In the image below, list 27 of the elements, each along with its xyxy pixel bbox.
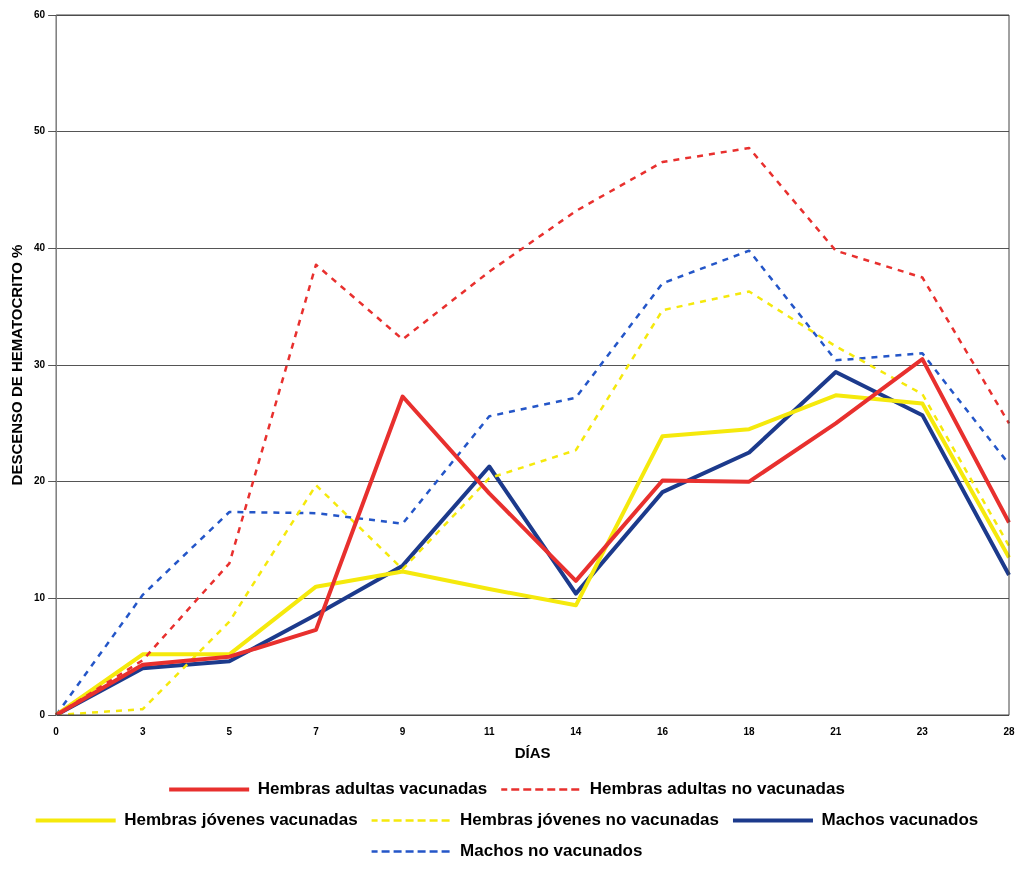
x-tick-label: 16 (656, 725, 669, 737)
x-tick-label: 3 (139, 725, 146, 737)
legend-label: Machos no vacunados (460, 841, 643, 861)
y-tick-label: 10 (34, 592, 46, 604)
x-axis-title: DÍAS (514, 744, 551, 762)
legend-label: Hembras adultas vacunadas (257, 779, 488, 799)
x-tick-label: 21 (830, 725, 842, 737)
y-tick-label: 40 (34, 242, 46, 254)
y-tick-label: 0 (39, 708, 46, 720)
x-tick-label: 9 (399, 725, 406, 737)
x-tick-label: 0 (53, 725, 60, 737)
y-tick-label: 20 (34, 475, 46, 487)
x-tick-label: 5 (226, 725, 233, 737)
y-tick-label: 30 (34, 358, 46, 370)
x-tick-label: 23 (916, 725, 929, 737)
legend-label: Machos vacunados (821, 810, 979, 830)
x-tick-label: 11 (483, 725, 495, 737)
y-tick-label: 50 (34, 125, 46, 137)
x-tick-label: 14 (570, 725, 582, 737)
legend-label: Hembras jóvenes vacunadas (124, 810, 358, 830)
x-tick-label: 7 (313, 725, 320, 737)
x-tick-label: 28 (1003, 725, 1015, 737)
legend-label: Hembras adultas no vacunadas (589, 779, 845, 799)
legend-label: Hembras jóvenes no vacunadas (460, 810, 719, 830)
y-tick-label: 60 (34, 8, 46, 20)
x-tick-label: 18 (743, 725, 756, 737)
y-axis-title: DESCENSO DE HEMATOCRITO % (8, 244, 26, 486)
